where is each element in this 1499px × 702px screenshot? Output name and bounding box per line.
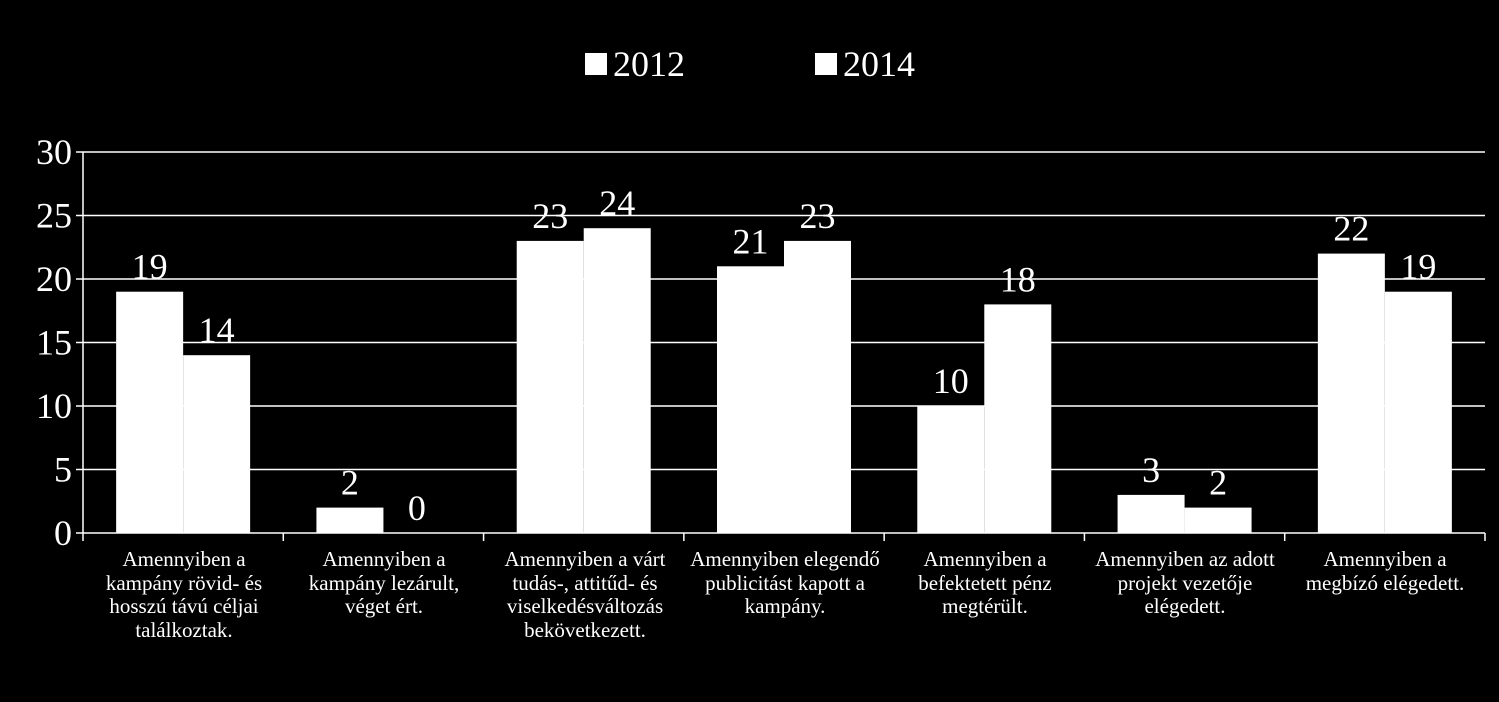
legend-label-2012: 2012 <box>613 44 685 84</box>
data-label: 0 <box>408 488 426 528</box>
category-label: Amennyiben a várt tudás-, attitűd- és vi… <box>504 547 666 642</box>
data-label: 10 <box>933 361 969 401</box>
legend-item-2012: 2012 <box>585 42 685 86</box>
data-label: 19 <box>132 247 168 287</box>
category-label: Amennyiben az adott projekt vezetője elé… <box>1095 547 1275 618</box>
bar-2012 <box>116 291 184 533</box>
y-tick-label: 0 <box>54 513 72 553</box>
data-label: 21 <box>733 221 769 261</box>
data-label: 2 <box>1209 463 1227 503</box>
bar-2014 <box>183 355 251 533</box>
bar-2012 <box>516 240 584 533</box>
data-label: 3 <box>1142 450 1160 490</box>
data-label: 22 <box>1333 209 1369 249</box>
y-tick-label: 20 <box>36 259 72 299</box>
category-label: Amennyiben a kampány rövid- és hosszú tá… <box>105 547 263 642</box>
bar-2012 <box>1317 253 1385 533</box>
data-label: 14 <box>199 310 235 350</box>
data-label: 19 <box>1400 247 1436 287</box>
bar-2014 <box>1184 507 1252 533</box>
y-tick-label: 15 <box>36 323 72 363</box>
legend: 2012 2014 <box>0 42 1499 86</box>
y-tick-label: 25 <box>36 196 72 236</box>
bar-2012 <box>717 266 784 533</box>
bar-2012 <box>316 507 384 533</box>
data-label: 2 <box>341 463 359 503</box>
legend-swatch-2012 <box>585 53 607 75</box>
y-tick-label: 30 <box>36 132 72 172</box>
bar-2012 <box>1117 494 1185 533</box>
y-tick-label: 10 <box>36 386 72 426</box>
legend-item-2014: 2014 <box>815 42 915 86</box>
category-label: Amennyiben a kampány lezárult, véget ért… <box>308 547 460 618</box>
legend-label-2014: 2014 <box>843 44 915 84</box>
bar-2014 <box>784 240 851 533</box>
data-label: 23 <box>800 196 836 236</box>
bar-2014 <box>583 228 651 533</box>
bar-2014 <box>984 304 1052 533</box>
bar-2014 <box>1384 291 1452 533</box>
category-label: Amennyiben elegendő publicitást kapott a… <box>690 547 880 618</box>
data-label: 24 <box>599 183 635 223</box>
category-label: Amennyiben a befektetett pénz megtérült. <box>918 547 1052 618</box>
data-label: 23 <box>532 196 568 236</box>
data-label: 18 <box>1000 259 1036 299</box>
bar-2012 <box>917 406 985 533</box>
y-tick-label: 5 <box>54 450 72 490</box>
legend-swatch-2014 <box>815 53 837 75</box>
category-label: Amennyiben a megbízó elégedett. <box>1305 547 1465 595</box>
